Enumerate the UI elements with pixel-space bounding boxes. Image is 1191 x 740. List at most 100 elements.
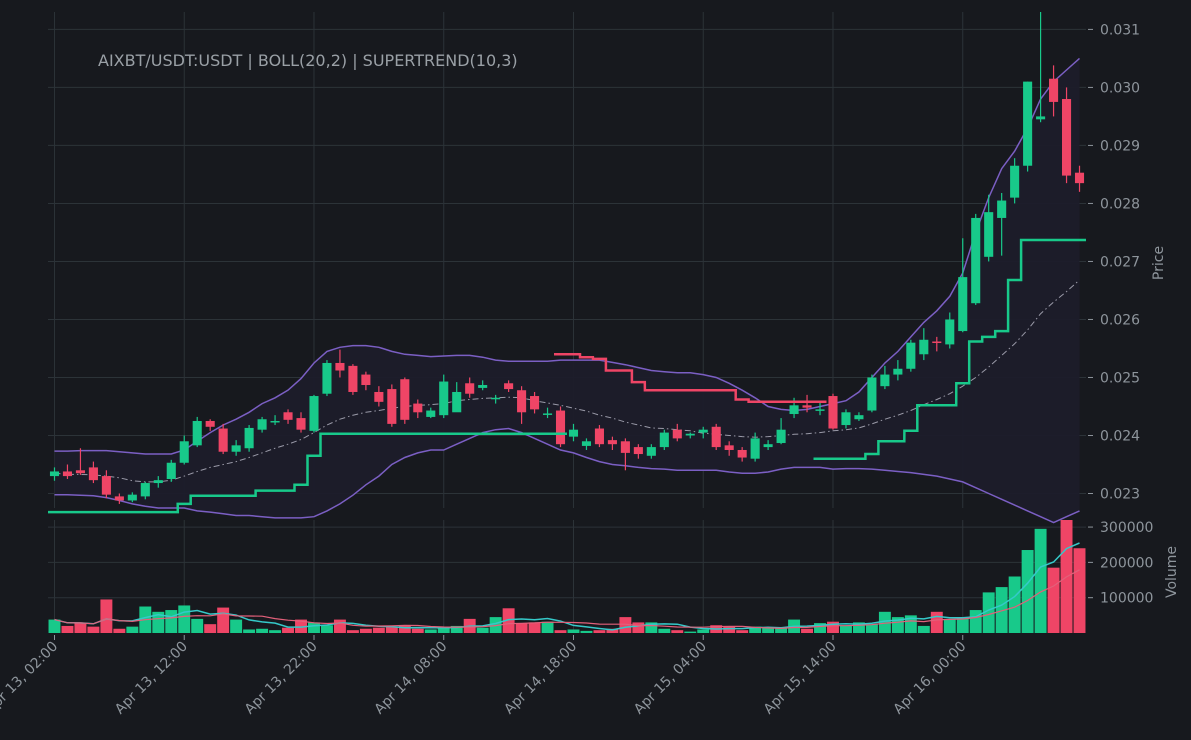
candle-down [620, 441, 630, 453]
price-axis-label: Price [1151, 246, 1167, 280]
volume-tick-label: 100000 [1100, 591, 1153, 607]
volume-bar [48, 619, 61, 633]
candle-down [88, 467, 98, 481]
candle-down [828, 396, 838, 429]
candle-up [491, 397, 501, 400]
volume-bar [852, 622, 865, 633]
candle-up [815, 409, 825, 411]
candle-up [958, 277, 968, 332]
price-tick-label: 0.025 [1100, 370, 1140, 386]
volume-bar [541, 621, 554, 633]
time-tick-label: Apr 15, 14:00 [761, 639, 840, 718]
volume-tick-label: 200000 [1100, 555, 1153, 571]
volume-bar [1047, 567, 1060, 633]
volume-bar [230, 619, 243, 633]
candle-down [672, 429, 682, 439]
volume-bar [891, 617, 904, 633]
time-tick-label: Apr 13, 12:00 [112, 639, 191, 718]
volume-bar [295, 619, 307, 633]
volume-bar [320, 625, 333, 633]
candle-up [140, 483, 150, 497]
candle-up [971, 217, 981, 304]
time-tick-label: Apr 14, 18:00 [501, 639, 580, 718]
volume-bar [217, 607, 230, 633]
supertrend-up-line [48, 432, 567, 514]
volume-bar [801, 628, 814, 633]
price-tick-label: 0.031 [1100, 22, 1140, 38]
volume-bar [930, 611, 943, 633]
volume-bar [450, 625, 463, 633]
candle-up [646, 447, 656, 456]
candle-up [257, 419, 267, 430]
candle-up [439, 381, 449, 416]
time-tick-label: Apr 15, 04:00 [631, 639, 710, 718]
bollinger-lower-line [54, 427, 1080, 524]
volume-bar [359, 628, 372, 633]
candle-up [919, 339, 929, 355]
volume-bar [282, 627, 295, 633]
volume-bar [411, 628, 424, 633]
candle-down [62, 471, 73, 477]
candle-down [711, 426, 721, 448]
volume-bar [243, 629, 256, 633]
candle-up [542, 413, 553, 415]
volume-bar [502, 608, 515, 633]
volume-bar [165, 610, 178, 633]
candle-up [867, 377, 877, 411]
volume-bar [528, 622, 541, 633]
volume-bar [87, 626, 100, 633]
volume-bar [632, 622, 645, 633]
candle-down [361, 374, 371, 386]
candle-up [166, 462, 176, 479]
candle-down [283, 412, 293, 420]
volume-bar [697, 629, 710, 633]
candle-up [127, 494, 137, 501]
price-tick-label: 0.027 [1100, 254, 1140, 270]
candle-down [101, 476, 111, 495]
volume-ma-slow-line [54, 569, 1080, 630]
candle-up [49, 471, 60, 477]
volume-bar [269, 630, 282, 633]
volume-bar [256, 628, 269, 633]
candle-down [802, 405, 812, 408]
time-tick-label: Apr 14, 08:00 [372, 639, 451, 718]
price-tick-label: 0.028 [1100, 196, 1140, 212]
volume-bar [113, 628, 126, 633]
volume-bar [995, 587, 1008, 633]
volume-bar [424, 629, 437, 633]
volume-bar [126, 626, 139, 633]
candle-up [854, 415, 864, 420]
volume-bar [827, 621, 839, 633]
candle-up [750, 438, 760, 459]
volume-bar [723, 626, 736, 633]
candle-up [698, 429, 708, 433]
volume-bar [204, 624, 217, 633]
bollinger-upper-line [54, 57, 1080, 455]
candle-up [452, 391, 462, 413]
volume-bar [554, 630, 567, 633]
candle-down [517, 390, 527, 413]
candle-down [607, 440, 617, 445]
volume-bar [865, 624, 878, 633]
price-tick-label: 0.024 [1100, 428, 1140, 444]
candle-up [426, 410, 436, 417]
volume-bar [619, 617, 632, 633]
candle-down [413, 403, 423, 413]
time-tick-label: Apr 13, 22:00 [242, 639, 321, 718]
candle-up [270, 420, 280, 423]
chart-title: AIXBT/USDT:USDT | BOLL(20,2) | SUPERTREN… [98, 51, 518, 70]
candle-down [724, 445, 734, 450]
volume-axis-label: Volume [1164, 546, 1180, 598]
volume-tick-label: 300000 [1100, 520, 1153, 536]
candle-up [179, 441, 189, 463]
volume-ma-fast-line [54, 542, 1080, 631]
candle-down [1049, 78, 1059, 102]
candle-down [1061, 99, 1072, 176]
price-tick-label: 0.029 [1100, 138, 1140, 154]
candle-down [932, 341, 942, 344]
candle-down [1074, 172, 1085, 184]
volume-bar [658, 628, 671, 633]
volume-bar [372, 627, 385, 633]
candle-up [997, 200, 1007, 218]
candle-down [205, 420, 215, 427]
